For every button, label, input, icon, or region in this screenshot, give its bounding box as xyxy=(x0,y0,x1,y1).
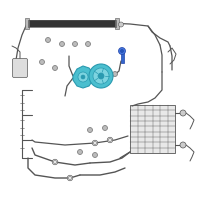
Circle shape xyxy=(102,126,108,130)
Circle shape xyxy=(94,142,96,144)
Circle shape xyxy=(92,140,98,146)
Circle shape xyxy=(81,75,85,79)
Circle shape xyxy=(118,22,124,27)
Circle shape xyxy=(79,151,81,153)
Circle shape xyxy=(78,72,88,82)
Circle shape xyxy=(72,42,78,46)
Circle shape xyxy=(40,60,44,64)
Bar xyxy=(115,18,119,29)
Circle shape xyxy=(74,43,76,45)
Bar xyxy=(25,18,29,29)
Circle shape xyxy=(114,73,116,75)
Circle shape xyxy=(87,43,89,45)
Circle shape xyxy=(54,161,56,163)
Circle shape xyxy=(61,43,63,45)
Circle shape xyxy=(54,67,56,69)
Polygon shape xyxy=(73,66,93,88)
Circle shape xyxy=(120,49,124,52)
Circle shape xyxy=(60,42,64,46)
Circle shape xyxy=(52,66,58,71)
Circle shape xyxy=(67,175,73,181)
Circle shape xyxy=(98,73,104,79)
Circle shape xyxy=(94,154,96,156)
Bar xyxy=(28,20,116,27)
Circle shape xyxy=(78,150,83,154)
Circle shape xyxy=(109,139,111,141)
Circle shape xyxy=(180,110,186,116)
Circle shape xyxy=(106,68,110,72)
Circle shape xyxy=(41,61,43,63)
Circle shape xyxy=(104,127,106,129)
Bar xyxy=(120,51,124,63)
Bar xyxy=(28,20,116,27)
Circle shape xyxy=(93,68,109,84)
Circle shape xyxy=(69,177,71,179)
Circle shape xyxy=(180,142,186,148)
Circle shape xyxy=(89,129,91,131)
Circle shape xyxy=(88,128,92,132)
Circle shape xyxy=(118,47,126,54)
Circle shape xyxy=(107,137,113,143)
Circle shape xyxy=(89,64,113,88)
Bar xyxy=(130,105,175,153)
Circle shape xyxy=(47,39,49,41)
FancyBboxPatch shape xyxy=(12,58,28,77)
Circle shape xyxy=(107,69,109,71)
Circle shape xyxy=(112,72,118,76)
Circle shape xyxy=(46,38,50,43)
Circle shape xyxy=(52,159,58,165)
Circle shape xyxy=(86,42,90,46)
Circle shape xyxy=(92,152,98,158)
